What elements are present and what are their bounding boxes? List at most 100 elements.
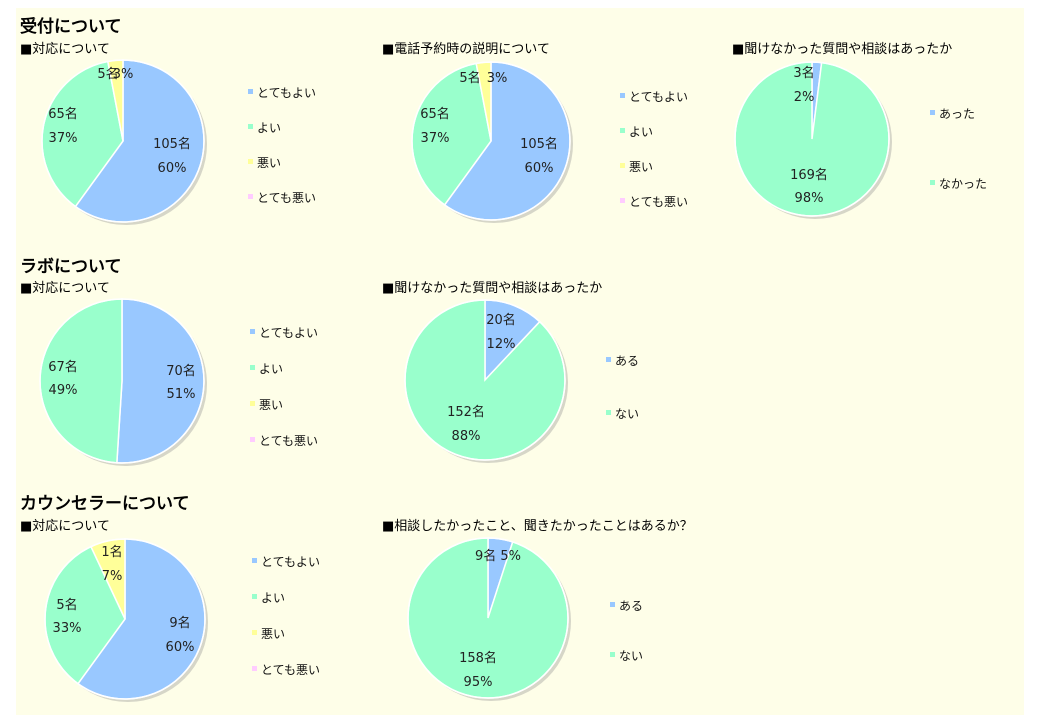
legend-item: よい <box>248 119 281 136</box>
legend-swatch <box>250 365 255 370</box>
legend-item: とてもよい <box>250 324 318 341</box>
legend-swatch <box>250 401 255 406</box>
legend-swatch <box>248 159 253 164</box>
legend-label: あった <box>939 107 976 121</box>
pie-percent-label-2: 3% <box>487 71 508 86</box>
pie-percent-label-1: 37% <box>421 131 450 146</box>
legend-swatch <box>930 180 935 185</box>
legend-item: とても悪い <box>248 189 316 206</box>
legend-swatch <box>610 602 615 607</box>
pie-count-label-1: 65名 <box>48 106 78 122</box>
legend-item: とても悪い <box>620 193 688 210</box>
legend-label: よい <box>257 121 282 135</box>
chart-title-lab-questions: ■聞けなかった質問や相談はあったか <box>382 281 603 296</box>
legend-label: ない <box>615 407 640 421</box>
legend-label: よい <box>261 591 286 605</box>
legend-item: よい <box>620 123 653 140</box>
chart-title-reception-response: ■対応について <box>20 42 110 57</box>
legend-swatch <box>252 630 257 635</box>
pie-percent-label-0: 60% <box>525 161 554 176</box>
chart-title-lab-response: ■対応について <box>20 281 110 296</box>
legend-label: とても悪い <box>257 191 317 205</box>
legend-item: 悪い <box>620 158 653 175</box>
legend-label: ない <box>619 649 644 663</box>
pie-count-label-1: 67名 <box>48 359 78 375</box>
legend-item: 悪い <box>252 625 285 642</box>
legend-item: なかった <box>930 175 987 192</box>
legend-swatch <box>252 594 257 599</box>
pie-count-label-0: 9名 <box>169 615 190 631</box>
chart-title-counselor-response: ■対応について <box>20 519 110 534</box>
legend-label: よい <box>259 362 284 376</box>
pie-count-label-1: 152名 <box>447 404 485 420</box>
legend-label: ある <box>615 354 640 368</box>
legend-item: 悪い <box>250 396 283 413</box>
legend-swatch <box>606 410 611 415</box>
legend-swatch <box>248 194 253 199</box>
pie-percent-label-1: 37% <box>49 131 78 146</box>
legend-label: 悪い <box>629 160 654 174</box>
legend-swatch <box>606 357 611 362</box>
pie-count-label-2: 1名 <box>101 544 122 560</box>
legend-swatch <box>620 198 625 203</box>
pie-percent-label-0: 12% <box>487 337 516 352</box>
legend-item: ない <box>610 647 643 664</box>
legend-label: なかった <box>939 177 988 191</box>
pie-percent-label-0: 60% <box>166 640 195 655</box>
legend-swatch <box>248 89 253 94</box>
pie-percent-label-1: 98% <box>795 191 824 206</box>
legend-swatch <box>620 128 625 133</box>
legend-item: ある <box>610 597 643 614</box>
pie-percent-label-1: 88% <box>452 429 481 444</box>
section-title-reception: 受付について <box>20 17 122 37</box>
legend-swatch <box>610 652 615 657</box>
legend-label: とてもよい <box>257 86 317 100</box>
legend-item: とてもよい <box>248 84 316 101</box>
pie-count-label-1: 65名 <box>420 106 450 122</box>
pie-count-label-1: 158名 <box>459 650 497 666</box>
legend-label: とてもよい <box>629 90 689 104</box>
pie-count-label-0: 105名 <box>520 136 558 152</box>
legend-swatch <box>252 666 257 671</box>
legend-label: ある <box>619 599 644 613</box>
pie-percent-label-1: 49% <box>49 383 78 398</box>
pie-count-label-0: 20名 <box>486 312 516 328</box>
pie-percent-label-0: 51% <box>167 387 196 402</box>
chart-title-counselor-consult: ■相談したかったこと、聞きたかったことはあるか？ <box>382 519 693 534</box>
legend-label: とてもよい <box>261 555 321 569</box>
pie-outline <box>411 61 571 221</box>
legend-label: とても悪い <box>261 663 321 677</box>
legend-label: とてもよい <box>259 326 319 340</box>
pie-data-label-0: 9名 5% <box>475 548 521 564</box>
legend-item: あった <box>930 105 975 122</box>
pie-percent-label-0: 60% <box>158 161 187 176</box>
pie-percent-label-0: 2% <box>794 90 815 105</box>
pie-outline <box>41 59 205 223</box>
pie-outline <box>407 537 569 699</box>
legend-item: ない <box>606 405 639 422</box>
legend-swatch <box>252 558 257 563</box>
pie-outline <box>734 61 890 217</box>
pie-count-label-1: 5名 <box>56 597 77 613</box>
pie-percent-label-2: 7% <box>102 569 123 584</box>
legend-label: 悪い <box>261 627 286 641</box>
legend-swatch <box>250 437 255 442</box>
pie-percent-label-1: 95% <box>464 675 493 690</box>
pie-count-label-1: 169名 <box>790 167 828 183</box>
legend-label: とても悪い <box>629 195 689 209</box>
legend-label: とても悪い <box>259 434 319 448</box>
legend-item: とても悪い <box>252 661 320 678</box>
legend-item: とても悪い <box>250 432 318 449</box>
legend-label: 悪い <box>257 156 282 170</box>
